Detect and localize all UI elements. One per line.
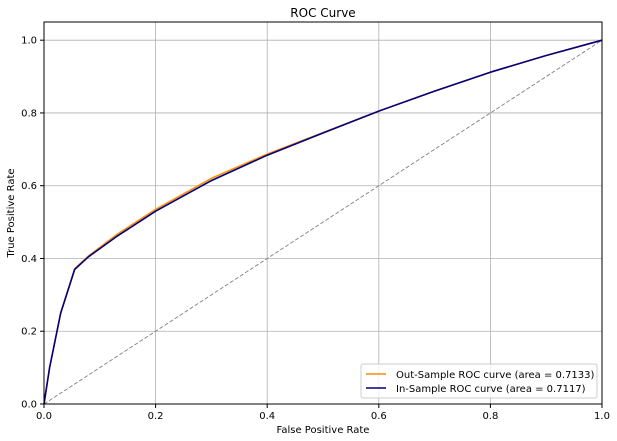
- x-tick-label: 0.8: [482, 411, 498, 422]
- x-tick-label: 1.0: [594, 411, 610, 422]
- legend-box: [360, 363, 598, 399]
- plot-frame: [43, 21, 603, 405]
- x-tick-label: 0.0: [36, 411, 52, 422]
- y-tick-label: 0.2: [21, 327, 37, 338]
- chance-diagonal-line: [43, 39, 603, 405]
- legend-label-out-sample: Out-Sample ROC curve (area = 0.7133): [396, 370, 595, 381]
- grid: [43, 22, 603, 405]
- y-tick-label: 0.6: [21, 181, 37, 192]
- y-tick-label: 0.4: [21, 254, 37, 265]
- x-tick-label: 0.4: [259, 411, 275, 422]
- y-tick-label: 0.8: [21, 108, 37, 119]
- legend: Out-Sample ROC curve (area = 0.7133) In-…: [360, 363, 598, 399]
- x-tick-label: 0.6: [371, 411, 387, 422]
- x-tick-label: 0.2: [148, 411, 164, 422]
- series-lines: [43, 39, 603, 405]
- chart-title: ROC Curve: [290, 6, 355, 20]
- y-tick-label: 1.0: [21, 36, 37, 47]
- in-sample-roc-line: [43, 39, 603, 405]
- y-axis-label: True Positive Rate: [6, 168, 17, 258]
- x-axis-label: False Positive Rate: [277, 425, 370, 436]
- legend-label-in-sample: In-Sample ROC curve (area = 0.7117): [396, 384, 586, 395]
- axis-ticks: 0.0 0.2 0.4 0.6 0.8 1.0 0.0 0.2 0.4 0.6 0.8 1.0: [21, 36, 610, 422]
- y-tick-label: 0.0: [21, 400, 37, 411]
